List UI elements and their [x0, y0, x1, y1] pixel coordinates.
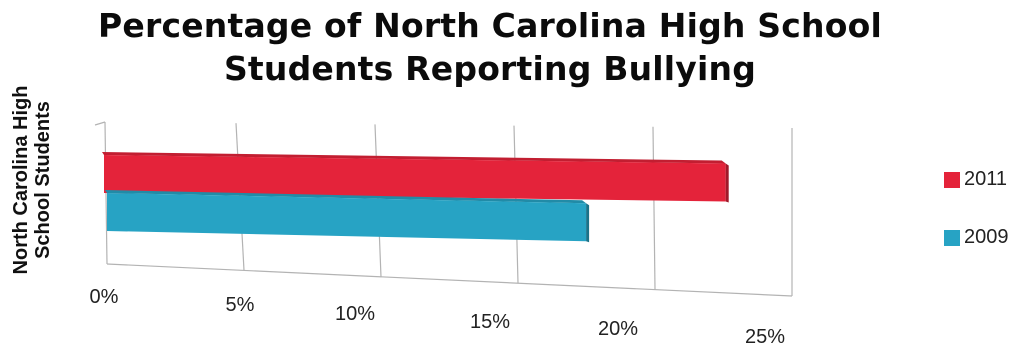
bar-top-2009 — [105, 190, 587, 204]
bar-end-2011 — [725, 163, 729, 203]
legend-label-2011: 2011 — [964, 168, 1008, 190]
x-tick-label: 0% — [90, 286, 119, 308]
bars — [102, 152, 729, 243]
bar-2009 — [107, 193, 587, 242]
legend-label-2009: 2009 — [964, 226, 1009, 248]
legend-swatch-2009 — [944, 229, 960, 246]
chart-title-line-2: Students Reporting Bullying — [223, 49, 757, 88]
bar-2011 — [104, 155, 726, 202]
chart-title: Percentage of North Carolina High School… — [60, 4, 920, 90]
gridline — [652, 126, 656, 290]
legend-item-2011: 2011 — [944, 167, 1028, 192]
x-tick-label: 5% — [226, 294, 255, 316]
x-tick-labels: 0% 5% 10% 15% 20% 25% — [90, 286, 786, 343]
legend: 2011 2009 — [944, 167, 1028, 283]
x-tick-label: 15% — [470, 311, 510, 333]
x-tick-label: 20% — [598, 318, 638, 340]
x-axis-baseline — [106, 263, 793, 297]
legend-item-2009: 2009 — [944, 225, 1028, 250]
x-tick-label: 25% — [745, 326, 785, 343]
legend-swatch-2011 — [944, 171, 960, 188]
bar-top-2011 — [102, 152, 726, 164]
x-tick-label: 10% — [335, 303, 375, 325]
back-wall-edge — [94, 121, 106, 126]
chart-title-line-1: Percentage of North Carolina High School — [98, 6, 882, 45]
bar-end-2009 — [586, 203, 590, 243]
